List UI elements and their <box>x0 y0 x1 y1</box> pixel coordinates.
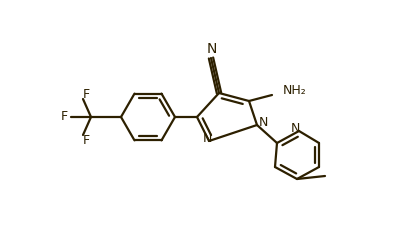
Text: F: F <box>82 87 90 101</box>
Text: F: F <box>82 133 90 146</box>
Text: N: N <box>202 131 212 145</box>
Text: F: F <box>60 111 68 123</box>
Text: N: N <box>290 123 300 136</box>
Text: NH₂: NH₂ <box>283 84 307 98</box>
Text: N: N <box>258 116 268 129</box>
Text: N: N <box>207 42 217 56</box>
